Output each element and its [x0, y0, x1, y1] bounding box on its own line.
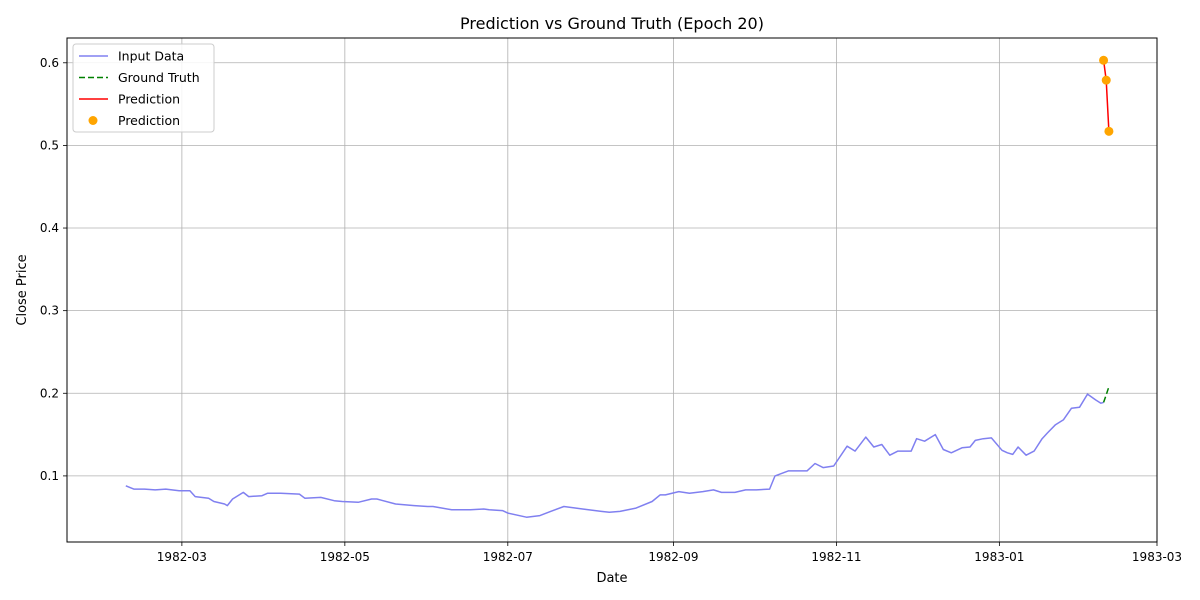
x-tick-label: 1982-07 [483, 550, 533, 564]
legend-label: Prediction [118, 113, 180, 128]
input-data-line [125, 393, 1104, 518]
axes-frame [66, 37, 1158, 543]
ground-truth-line [1102, 386, 1110, 403]
chart-title: Prediction vs Ground Truth (Epoch 20) [460, 14, 764, 33]
x-tick-label: 1983-01 [974, 550, 1024, 564]
prediction-point [1101, 75, 1111, 85]
y-tick-label: 0.1 [40, 469, 59, 483]
x-tick-label: 1983-03 [1132, 550, 1182, 564]
y-tick-label: 0.6 [40, 56, 59, 70]
legend-box [72, 43, 215, 133]
legend-label: Ground Truth [118, 70, 200, 85]
x-tick-label: 1982-05 [320, 550, 370, 564]
y-tick-label: 0.4 [40, 221, 59, 235]
x-tick-label: 1982-09 [648, 550, 698, 564]
legend-label: Prediction [118, 92, 180, 107]
y-axis-label: Close Price [15, 254, 30, 325]
series-layer [125, 55, 1114, 518]
prediction-point [1099, 55, 1109, 65]
y-tick-label: 0.2 [40, 386, 59, 400]
legend: Input Data Ground Truth Prediction Predicti… [72, 43, 215, 133]
legend-label: Input Data [118, 49, 184, 64]
x-axis-label: Date [596, 571, 627, 586]
x-tick-label: 1982-11 [811, 550, 861, 564]
x-tick-label: 1982-03 [157, 550, 207, 564]
prediction-point [1104, 126, 1114, 136]
y-tick-label: 0.5 [40, 138, 59, 152]
y-tick-label: 0.3 [40, 304, 59, 318]
legend-marker-prediction-point [88, 116, 98, 125]
grid-lines [67, 38, 1158, 542]
tick-layer: 1982-03 1982-05 1982-07 1982-09 1982-11 1983-… [40, 56, 1182, 564]
